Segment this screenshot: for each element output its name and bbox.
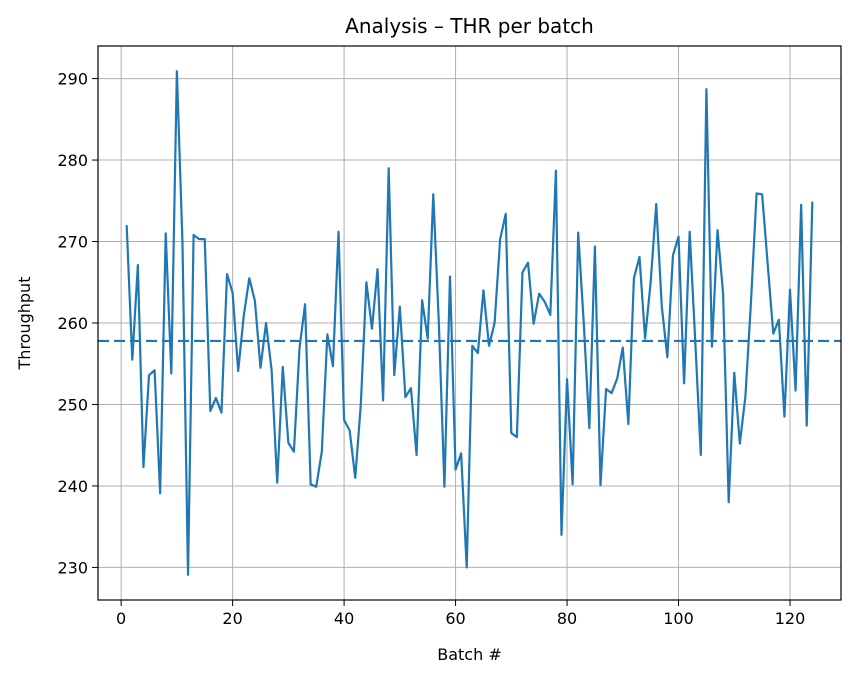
series-line: [125, 70, 814, 576]
x-tick-label: 20: [222, 609, 242, 628]
x-tick-label: 120: [775, 609, 806, 628]
y-tick-label: 270: [57, 233, 88, 252]
chart-title: Analysis – THR per batch: [345, 14, 594, 38]
x-tick-label: 100: [663, 609, 694, 628]
x-tick-label: 40: [334, 609, 354, 628]
y-tick-label: 240: [57, 477, 88, 496]
y-axis-ticks: 230 240 250 260 270 280 290: [57, 70, 98, 577]
y-axis-label: Throughput: [15, 277, 34, 371]
y-tick-label: 290: [57, 70, 88, 89]
y-tick-label: 280: [57, 151, 88, 170]
y-tick-label: 230: [57, 558, 88, 577]
x-axis-ticks: 0 20 40 60 80 100 120: [116, 600, 805, 628]
y-tick-label: 260: [57, 314, 88, 333]
x-tick-label: 0: [116, 609, 126, 628]
x-tick-label: 80: [557, 609, 577, 628]
grid: [98, 46, 841, 600]
series-layer: [125, 70, 814, 576]
y-tick-label: 250: [57, 395, 88, 414]
x-axis-label: Batch #: [437, 645, 501, 664]
x-tick-label: 60: [445, 609, 465, 628]
